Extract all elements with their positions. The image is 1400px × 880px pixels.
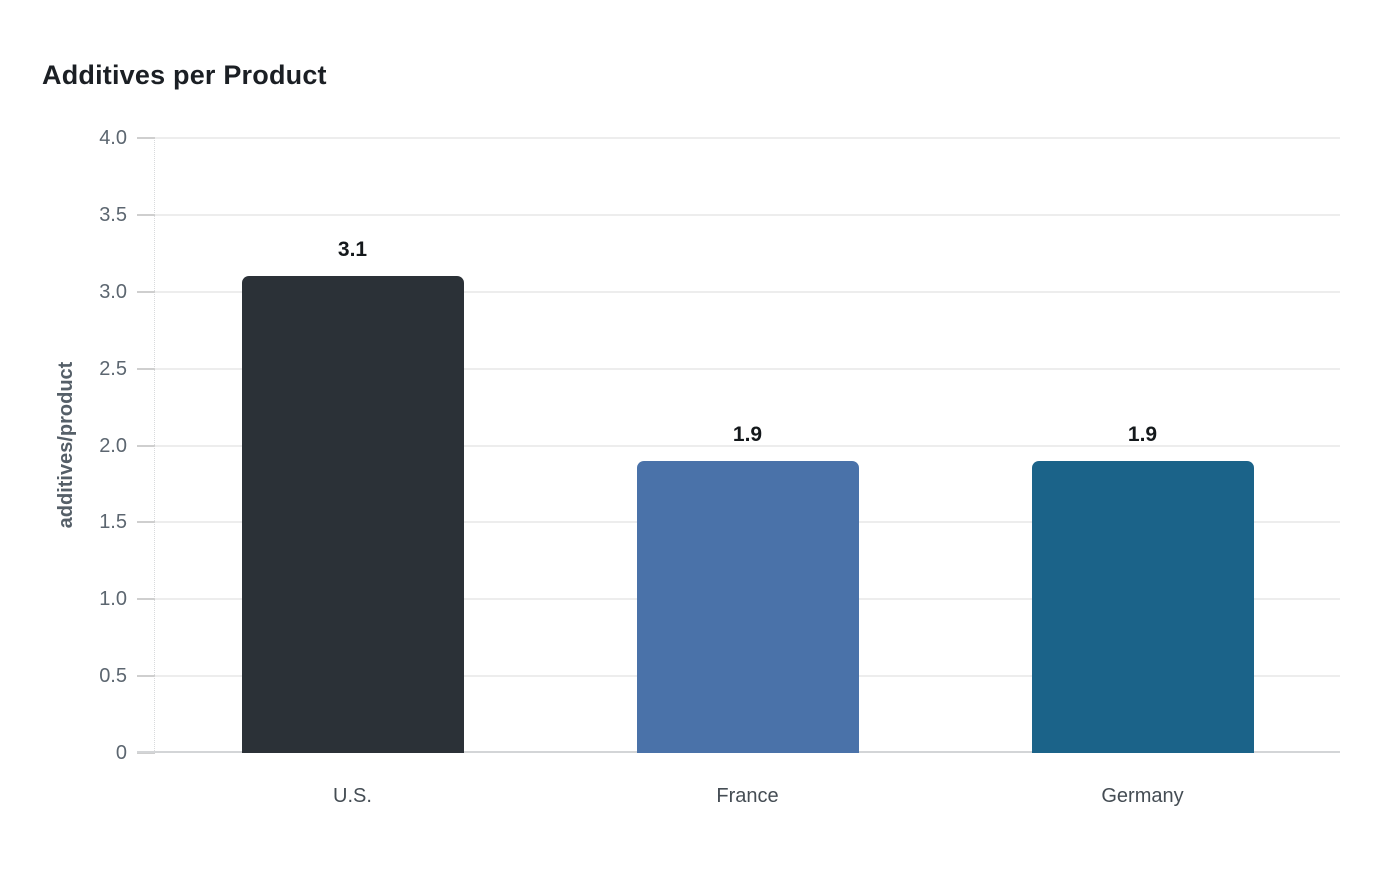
y-tick-mark	[137, 213, 155, 216]
x-tick-label: U.S.	[333, 785, 372, 807]
y-tick-label: 2.5	[99, 357, 127, 380]
plot-area: 0 0.5 1.0 1.5 2.0 2.5 3.0 3.5 4.0 3.1 U.S. 1.9 Franc…	[99, 127, 1340, 807]
y-tick-label: 4.0	[99, 127, 127, 149]
y-gridline	[155, 444, 1340, 447]
y-tick-label: 0.5	[99, 665, 127, 688]
y-tick-mark	[137, 137, 155, 139]
y-tick-mark	[137, 444, 155, 447]
bar	[241, 276, 464, 753]
bar	[1031, 461, 1254, 753]
y-tick-mark	[137, 598, 155, 601]
chart-title: Additives per Product	[42, 60, 327, 90]
bar-value-label: 1.9	[1127, 423, 1158, 446]
y-tick-mark	[137, 367, 155, 370]
y-gridline	[155, 213, 1340, 216]
x-tick-label: France	[716, 785, 779, 807]
bar-value-label: 3.1	[337, 238, 368, 261]
y-tick-label: 2.0	[99, 434, 127, 457]
y-tick-label: 1.5	[99, 511, 127, 534]
bar	[636, 461, 859, 753]
y-tick-mark	[137, 521, 155, 524]
y-gridline	[155, 290, 1340, 293]
bar-value-label: 1.9	[732, 423, 763, 446]
y-tick-mark	[137, 675, 155, 678]
x-tick-label: Germany	[1101, 785, 1184, 807]
y-tick-mark	[137, 752, 155, 754]
y-tick-mark	[137, 290, 155, 293]
y-gridline	[155, 137, 1340, 139]
y-tick-label: 0	[115, 742, 127, 764]
y-gridline	[155, 367, 1340, 370]
y-tick-label: 3.0	[99, 280, 127, 303]
y-tick-label: 3.5	[99, 203, 127, 226]
y-tick-label: 1.0	[99, 588, 127, 611]
